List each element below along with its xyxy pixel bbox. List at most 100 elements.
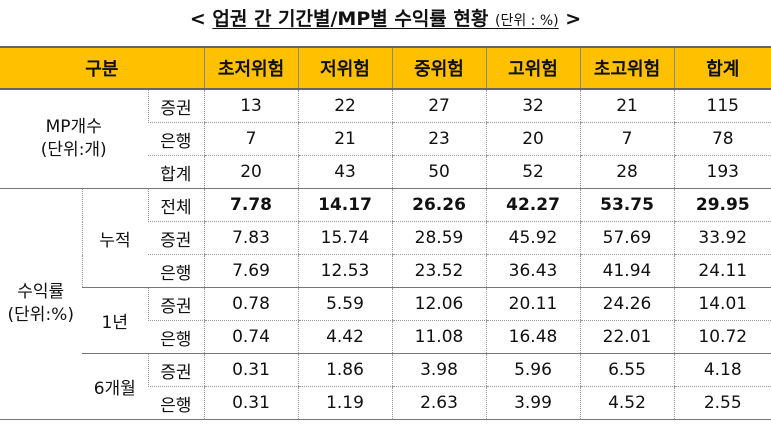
- cell: 36.43: [485, 254, 581, 288]
- cell: 193: [673, 155, 771, 189]
- cell: 12.53: [297, 254, 393, 288]
- cell: 57.69: [579, 221, 675, 255]
- cell: 50: [391, 155, 487, 189]
- cell: 21: [297, 122, 393, 156]
- row-sub-label: 합계: [148, 155, 205, 189]
- cell: 33.92: [673, 221, 771, 255]
- cell: 13: [203, 89, 299, 123]
- header-col: 초고위험: [579, 46, 675, 90]
- cell: 23: [391, 122, 487, 156]
- header-col: 초저위험: [203, 46, 299, 90]
- cell: 7: [579, 122, 675, 156]
- cell: 12.06: [391, 287, 487, 321]
- table-row: 합계 20 43 50 52 28 193: [0, 155, 771, 189]
- cell: 28.59: [391, 221, 487, 255]
- cell: 23.52: [391, 254, 487, 288]
- cell: 5.96: [485, 353, 581, 387]
- row-sub-label: 은행: [148, 386, 205, 420]
- mp-label-line1: MP개수: [45, 117, 102, 138]
- table-row: MP개수 (단위:개) 증권 13 22 27 32 21 115: [0, 89, 771, 189]
- cell: 1.19: [297, 386, 393, 420]
- table-row: 은행 7.69 12.53 23.52 36.43 41.94 24.11: [0, 254, 771, 288]
- row-sub-label: 전체: [147, 188, 205, 222]
- mp-label-line2: (단위:개): [40, 140, 107, 160]
- cell: 0.31: [203, 386, 299, 420]
- cell: 20: [203, 155, 299, 189]
- cell: 4.52: [579, 386, 675, 420]
- title-text: 업권 간 기간별/MP별 수익률 현황: [212, 8, 489, 30]
- row-sub-label: 은행: [148, 122, 205, 156]
- cell: 5.59: [297, 287, 393, 321]
- row-sub-label: 은행: [148, 254, 205, 288]
- cell: 52: [485, 155, 581, 189]
- cell: 14.01: [673, 287, 771, 321]
- row-sub-label: 증권: [148, 221, 205, 255]
- title-unit: (단위 : %): [495, 13, 559, 29]
- header-col: 중위험: [391, 46, 487, 90]
- cell: 7.69: [203, 254, 299, 288]
- cell: 43: [297, 155, 393, 189]
- header-col: 고위험: [485, 46, 581, 90]
- cell: 32: [485, 89, 581, 123]
- header-category: 구분: [0, 46, 205, 90]
- cell: 2.63: [391, 386, 487, 420]
- row-sub-label: 증권: [147, 89, 205, 123]
- cell: 15.74: [297, 221, 393, 255]
- header-col: 저위험: [297, 46, 393, 90]
- cell: 7: [203, 122, 299, 156]
- table-row: 증권 7.83 15.74 28.59 45.92 57.69 33.92: [0, 221, 771, 255]
- title-main: 업권 간 기간별/MP별 수익률 현황 (단위 : %): [212, 8, 558, 30]
- row-sub-label: 증권: [147, 287, 205, 321]
- mp-count-label: MP개수 (단위:개): [0, 89, 148, 189]
- cell: 53.75: [579, 188, 675, 222]
- title-suffix: >: [565, 8, 582, 30]
- cell: 2.55: [673, 386, 771, 420]
- row-sub-label: 증권: [147, 353, 205, 387]
- cell: 1.86: [297, 353, 393, 387]
- title-prefix: <: [189, 8, 206, 30]
- cell: 41.94: [579, 254, 675, 288]
- page-title: < 업권 간 기간별/MP별 수익률 현황 (단위 : %) >: [0, 4, 771, 31]
- cell: 45.92: [485, 221, 581, 255]
- cell: 115: [673, 89, 771, 123]
- cell: 26.26: [391, 188, 487, 222]
- cell: 22: [297, 89, 393, 123]
- cell: 24.11: [673, 254, 771, 288]
- cell: 78: [673, 122, 771, 156]
- cell: 4.18: [673, 353, 771, 387]
- table-row: 1년 증권 0.78 5.59 12.06 20.11 24.26 14.01: [0, 287, 771, 354]
- table-row: 은행 7 21 23 20 7 78: [0, 122, 771, 156]
- cell: 14.17: [297, 188, 393, 222]
- period-label: 누적: [81, 188, 148, 288]
- cell: 29.95: [673, 188, 771, 222]
- period-label: 1년: [82, 287, 148, 354]
- cell: 7.83: [203, 221, 299, 255]
- cell: 27: [391, 89, 487, 123]
- cell: 16.48: [485, 320, 581, 354]
- cell: 11.08: [391, 320, 487, 354]
- table-row: 수익률 (단위:%) 누적 전체 7.78 14.17 26.26 42.27 …: [0, 188, 771, 420]
- cell: 0.78: [203, 287, 299, 321]
- cell: 22.01: [579, 320, 675, 354]
- cell: 24.26: [579, 287, 675, 321]
- table-row: 6개월 증권 0.31 1.86 3.98 5.96 6.55 4.18: [0, 353, 771, 420]
- cell: 7.78: [203, 188, 299, 222]
- returns-label: 수익률 (단위:%): [0, 188, 82, 420]
- cell: 21: [579, 89, 675, 123]
- returns-label-line1: 수익률: [17, 282, 65, 303]
- cell: 10.72: [673, 320, 771, 354]
- header-row: 구분 초저위험 저위험 중위험 고위험 초고위험 합계: [0, 46, 771, 90]
- returns-table: 구분 초저위험 저위험 중위험 고위험 초고위험 합계 MP개수 (단위:개) …: [0, 46, 771, 420]
- cell: 6.55: [579, 353, 675, 387]
- header-col: 합계: [673, 46, 771, 90]
- cell: 42.27: [485, 188, 581, 222]
- cell: 28: [579, 155, 675, 189]
- table-row: 은행 0.74 4.42 11.08 16.48 22.01 10.72: [0, 320, 771, 354]
- returns-label-line2: (단위:%): [7, 305, 74, 325]
- cell: 20: [485, 122, 581, 156]
- cell: 3.99: [485, 386, 581, 420]
- cell: 4.42: [297, 320, 393, 354]
- period-label: 6개월: [82, 353, 148, 420]
- cell: 0.74: [203, 320, 299, 354]
- table-row: 은행 0.31 1.19 2.63 3.99 4.52 2.55: [0, 386, 771, 420]
